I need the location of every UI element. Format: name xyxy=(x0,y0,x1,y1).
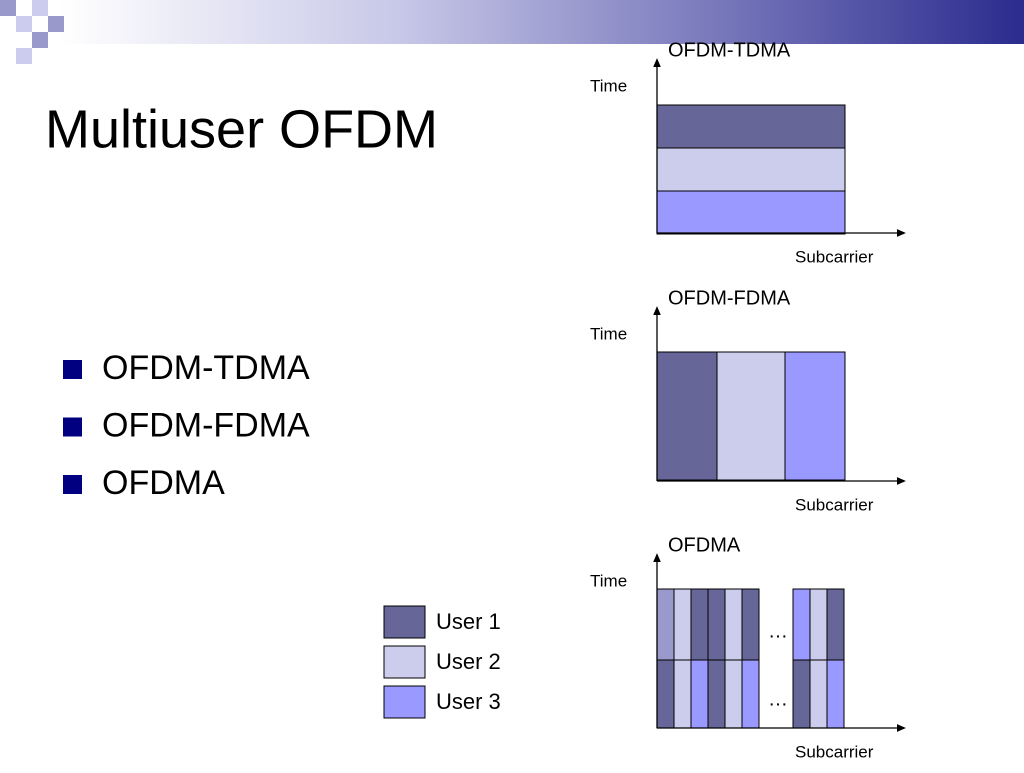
diagram-title: OFDM-FDMA xyxy=(668,287,791,309)
slide-title: Multiuser OFDM xyxy=(45,99,438,159)
subcarrier-block xyxy=(656,588,675,661)
bullet-text: OFDMA xyxy=(102,464,225,502)
legend-swatch xyxy=(383,685,426,719)
subcarrier-block xyxy=(741,659,760,729)
legend-label: User 3 xyxy=(436,689,501,714)
legend-label: User 2 xyxy=(436,649,501,674)
axis-label: Time xyxy=(590,76,627,95)
subcarrier-block xyxy=(724,588,743,661)
subcarrier-block xyxy=(826,659,845,729)
axis-label: Subcarrier xyxy=(795,247,874,266)
bullet-text: OFDM-TDMA xyxy=(102,349,310,387)
frequency-band xyxy=(716,351,786,481)
legend-swatch xyxy=(383,605,426,639)
axis-label: Time xyxy=(590,324,627,343)
subcarrier-block xyxy=(707,659,726,729)
bullet-text: OFDM-FDMA xyxy=(102,406,310,444)
bullet-marker xyxy=(63,417,82,437)
time-slot xyxy=(656,190,846,235)
header-decoration xyxy=(0,0,1024,64)
axis-label: Subcarrier xyxy=(795,742,874,761)
ellipsis: … xyxy=(768,688,788,710)
subcarrier-block xyxy=(673,588,692,661)
bullet-marker xyxy=(63,475,82,494)
legend-swatch xyxy=(383,645,426,679)
subcarrier-block xyxy=(809,659,828,729)
axis-label: Time xyxy=(590,571,627,590)
legend-label: User 1 xyxy=(436,609,501,634)
axis-label: Subcarrier xyxy=(795,495,874,514)
subcarrier-block xyxy=(792,659,811,729)
diagram-title: OFDMA xyxy=(668,534,741,556)
time-slot xyxy=(656,104,846,149)
diagram-title: OFDM-TDMA xyxy=(668,39,791,61)
subcarrier-block xyxy=(792,588,811,661)
bullet-marker xyxy=(63,360,82,379)
subcarrier-block xyxy=(741,588,760,661)
subcarrier-block xyxy=(724,659,743,729)
frequency-band xyxy=(656,351,718,481)
subcarrier-block xyxy=(690,588,709,661)
subcarrier-block xyxy=(673,659,692,729)
subcarrier-block xyxy=(656,659,675,729)
frequency-band xyxy=(784,351,846,481)
ellipsis: … xyxy=(768,620,788,642)
time-slot xyxy=(656,147,846,192)
subcarrier-block xyxy=(809,588,828,661)
subcarrier-block xyxy=(707,588,726,661)
subcarrier-block xyxy=(826,588,845,661)
subcarrier-block xyxy=(690,659,709,729)
